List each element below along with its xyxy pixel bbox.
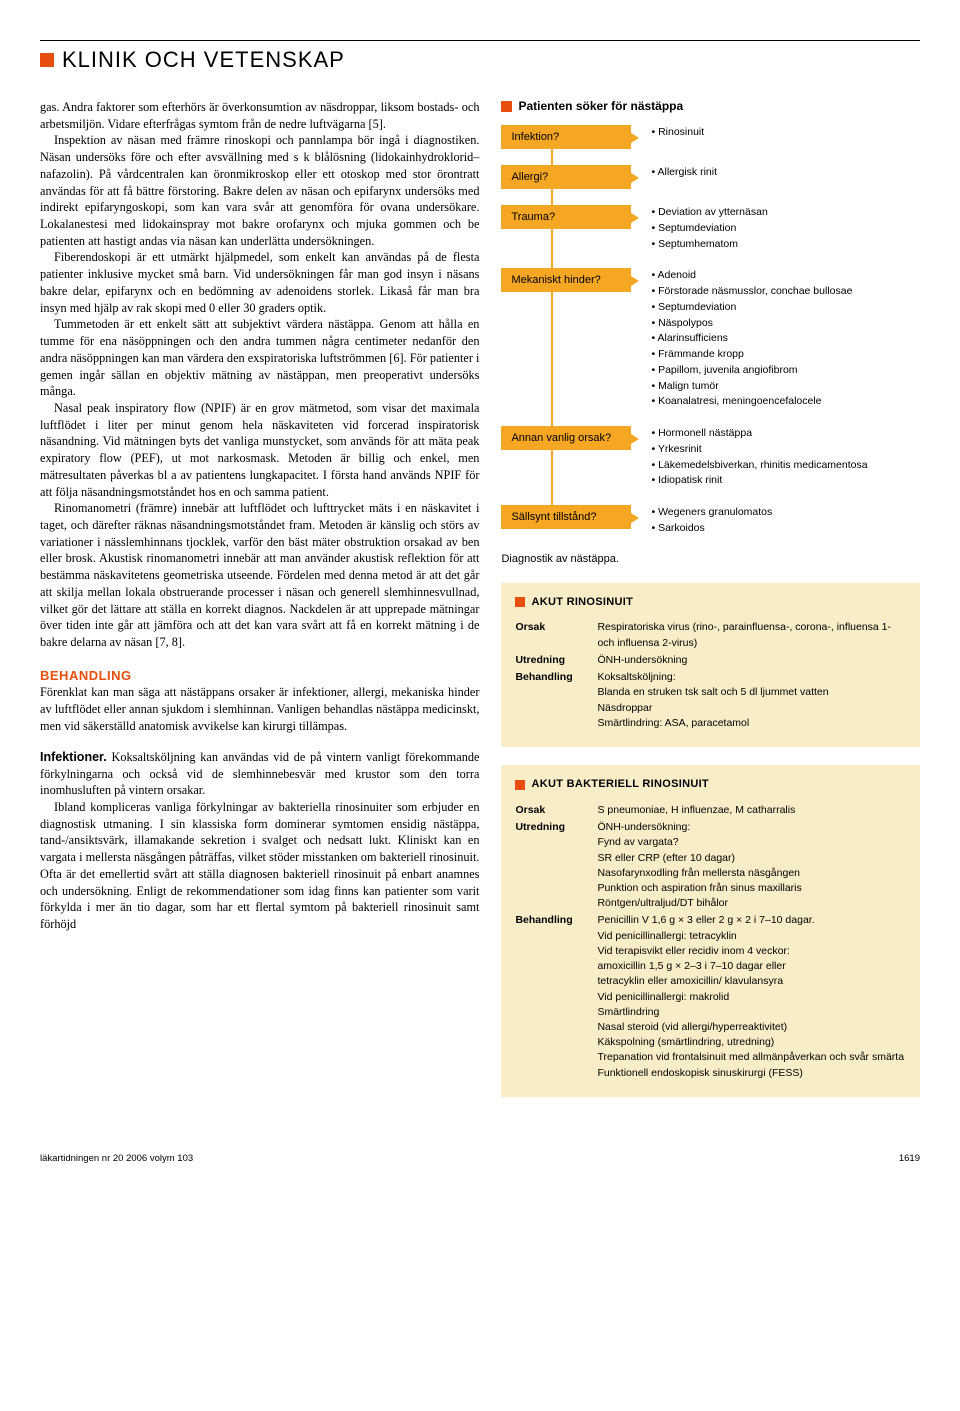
arrow-icon (631, 213, 639, 223)
panel-title: AKUT BAKTERIELL RINOSINUIT (515, 777, 906, 793)
heading-infektioner: Infektioner. (40, 750, 107, 764)
arrow-icon (631, 276, 639, 286)
panel-row-value: Koksaltsköljning: Blanda en struken tsk … (597, 670, 906, 731)
page-footer: läkartidningen nr 20 2006 volym 103 1619 (40, 1143, 920, 1164)
flowchart-item: Papillom, juvenila angiofibrom (651, 363, 852, 379)
flowchart-item: Hormonell nästäppa (651, 426, 867, 442)
flowchart-header: Patienten söker för nästäppa (501, 99, 920, 113)
arrow-icon (631, 133, 639, 143)
flowchart-title: Patienten söker för nästäppa (518, 99, 683, 113)
flowchart-item: Deviation av ytternäsan (651, 205, 767, 221)
flowchart-item: Läkemedelsbiverkan, rhinitis medicamento… (651, 458, 867, 474)
flowchart-item: Idiopatisk rinit (651, 473, 867, 489)
panel-row: BehandlingPenicillin V 1,6 g × 3 eller 2… (515, 913, 906, 1080)
page: KLINIK OCH VETENSKAP gas. Andra faktorer… (0, 0, 960, 1194)
arrow-icon (631, 434, 639, 444)
flowchart-node: Sällsynt tillstånd? (501, 505, 631, 529)
flowchart-node: Allergi? (501, 165, 631, 189)
flowchart-item: Wegeners granulomatos (651, 505, 772, 521)
panel-row-label: Orsak (515, 620, 597, 650)
flowchart-row: Annan vanlig orsak? Hormonell nästäppaYrk… (501, 426, 920, 489)
flowchart-item: Allergisk rinit (651, 165, 717, 181)
flowchart-item: Koanalatresi, meningoencefalocele (651, 394, 852, 410)
flowchart-item: Näspolypos (651, 316, 852, 332)
flowchart-node: Mekaniskt hinder? (501, 268, 631, 292)
flowchart-header-icon (501, 101, 512, 112)
panel-row-label: Utredning (515, 653, 597, 668)
flowchart-item: Septumdeviation (651, 300, 852, 316)
flowchart-row: Allergi? Allergisk rinit (501, 165, 920, 189)
flowchart-item: Adenoid (651, 268, 852, 284)
body-para: Förenklat kan man säga att nästäppans or… (40, 684, 479, 734)
section-title-text: KLINIK OCH VETENSKAP (62, 47, 345, 73)
flowchart-node: Infektion? (501, 125, 631, 149)
body-para: Nasal peak inspiratory flow (NPIF) är en… (40, 400, 479, 500)
panel-row-label: Orsak (515, 803, 597, 818)
flowchart-row: Infektion? Rinosinuit (501, 125, 920, 149)
panel-row: UtredningÖNH-undersökning (515, 653, 906, 668)
panel-title-icon (515, 597, 525, 607)
arrow-icon (631, 513, 639, 523)
panel-row-value: Respiratoriska virus (rino-, parainfluen… (597, 620, 906, 650)
flowchart-node: Annan vanlig orsak? (501, 426, 631, 450)
body-para: Rinomanometri (främre) innebär att luftf… (40, 500, 479, 650)
flowchart-item: Yrkesrinit (651, 442, 867, 458)
panel-row-label: Utredning (515, 820, 597, 911)
flowchart-item: Förstorade näsmusslor, conchae bullosae (651, 284, 852, 300)
flowchart-item: Septumhematom (651, 237, 767, 253)
body-para-text: Koksaltsköljning kan användas vid de på … (40, 750, 479, 798)
flowchart-item: Rinosinuit (651, 125, 704, 141)
body-para: Tummetoden är ett enkelt sätt att subjek… (40, 316, 479, 400)
body-para: Fiberendoskopi är ett utmärkt hjälpmedel… (40, 249, 479, 316)
body-para: Inspektion av näsan med främre rinoskopi… (40, 132, 479, 249)
body-column: gas. Andra faktorer som efterhörs är öve… (40, 99, 479, 1115)
panel-akut-rinosinuit: AKUT RINOSINUIT OrsakRespiratoriska viru… (501, 583, 920, 747)
flowchart-row: Trauma? Deviation av ytternäsanSeptumdevi… (501, 205, 920, 252)
body-para: gas. Andra faktorer som efterhörs är öve… (40, 99, 479, 132)
panel-row: OrsakS pneumoniae, H influenzae, M catha… (515, 803, 906, 818)
panel-akut-bakteriell: AKUT BAKTERIELL RINOSINUIT OrsakS pneumo… (501, 765, 920, 1097)
footer-pagenum: 1619 (899, 1153, 920, 1164)
panel-title-text: AKUT RINOSINUIT (531, 595, 633, 611)
panel-row-value: Penicillin V 1,6 g × 3 eller 2 g × 2 i 7… (597, 913, 906, 1080)
flowchart-items: Deviation av ytternäsanSeptumdeviationSe… (651, 205, 767, 252)
flowchart-items: Hormonell nästäppaYrkesrinitLäkemedelsbi… (651, 426, 867, 489)
content-columns: gas. Andra faktorer som efterhörs är öve… (40, 99, 920, 1115)
flowchart-row: Sällsynt tillstånd? Wegeners granulomatos… (501, 505, 920, 537)
section-square-icon (40, 53, 54, 67)
flowchart-item: Septumdeviation (651, 221, 767, 237)
body-para: Infektioner. Koksaltsköljning kan använd… (40, 749, 479, 799)
panel-title: AKUT RINOSINUIT (515, 595, 906, 611)
panel-row-label: Behandling (515, 913, 597, 1080)
section-title: KLINIK OCH VETENSKAP (40, 47, 920, 73)
flowchart: Infektion? Rinosinuit Allergi? Allergisk ri… (501, 125, 920, 537)
header-rule (40, 40, 920, 41)
panel-title-icon (515, 780, 525, 790)
panel-row: BehandlingKoksaltsköljning: Blanda en st… (515, 670, 906, 731)
flowchart-items: Wegeners granulomatosSarkoidos (651, 505, 772, 537)
panel-row-label: Behandling (515, 670, 597, 731)
panel-row: UtredningÖNH-undersökning: Fynd av varga… (515, 820, 906, 911)
heading-behandling: BEHANDLING (40, 667, 479, 685)
panel-row-value: ÖNH-undersökning (597, 653, 906, 668)
flowchart-item: Alarinsufficiens (651, 331, 852, 347)
flowchart-items: Allergisk rinit (651, 165, 717, 181)
flowchart-item: Malign tumör (651, 379, 852, 395)
panel-title-text: AKUT BAKTERIELL RINOSINUIT (531, 777, 708, 793)
flowchart-node: Trauma? (501, 205, 631, 229)
flowchart-item: Främmande kropp (651, 347, 852, 363)
panel-row-value: ÖNH-undersökning: Fynd av vargata? SR el… (597, 820, 906, 911)
panel-row: OrsakRespiratoriska virus (rino-, parain… (515, 620, 906, 650)
flowchart-item: Sarkoidos (651, 521, 772, 537)
flowchart-row: Mekaniskt hinder? AdenoidFörstorade näsmu… (501, 268, 920, 410)
sidebar-column: Patienten söker för nästäppa Infektion? R… (501, 99, 920, 1115)
flowchart-items: Rinosinuit (651, 125, 704, 141)
flowchart-items: AdenoidFörstorade näsmusslor, conchae bu… (651, 268, 852, 410)
body-para: Ibland kompliceras vanliga förkylningar … (40, 799, 479, 933)
arrow-icon (631, 173, 639, 183)
panel-row-value: S pneumoniae, H influenzae, M catharrali… (597, 803, 906, 818)
footer-left: läkartidningen nr 20 2006 volym 103 (40, 1153, 193, 1164)
flowchart-caption: Diagnostik av nästäppa. (501, 553, 920, 565)
